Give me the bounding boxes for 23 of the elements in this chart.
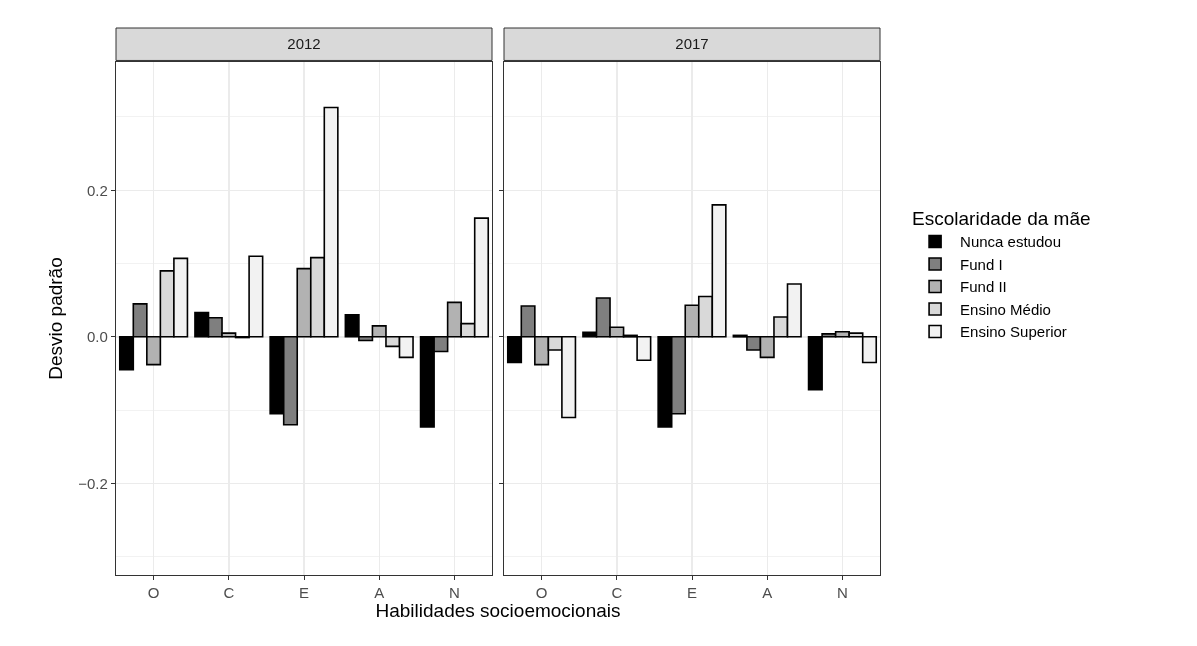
chart-title: 2012 xyxy=(287,35,321,53)
x-tick-label: E xyxy=(298,584,310,602)
x-axis-title: Habilidades socioemocionais xyxy=(374,600,622,622)
legend-label: Fund II xyxy=(960,278,1007,296)
x-tick-label: O xyxy=(535,584,548,602)
legend-label: Ensino Médio xyxy=(960,300,1051,318)
x-tick-label: E xyxy=(686,584,698,602)
y-axis-title: Desvio padrão xyxy=(45,257,67,380)
x-tick-label: O xyxy=(147,584,160,602)
x-tick-label: A xyxy=(762,584,773,602)
x-tick-label: N xyxy=(448,584,460,602)
legend-title: Escolaridade da mãe xyxy=(912,208,1091,230)
y-tick-label: −0.2 xyxy=(78,474,108,492)
x-tick-label: C xyxy=(611,584,623,602)
legend-label: Ensino Superior xyxy=(960,323,1067,341)
legend-label: Nunca estudou xyxy=(960,233,1061,251)
chart-title: 2017 xyxy=(675,35,709,53)
y-tick-label: 0.2 xyxy=(86,181,108,199)
y-tick-label: 0.0 xyxy=(86,328,108,346)
legend-label: Fund I xyxy=(960,255,1003,273)
x-tick-label: C xyxy=(223,584,235,602)
x-tick-label: N xyxy=(836,584,848,602)
x-tick-label: A xyxy=(374,584,385,602)
